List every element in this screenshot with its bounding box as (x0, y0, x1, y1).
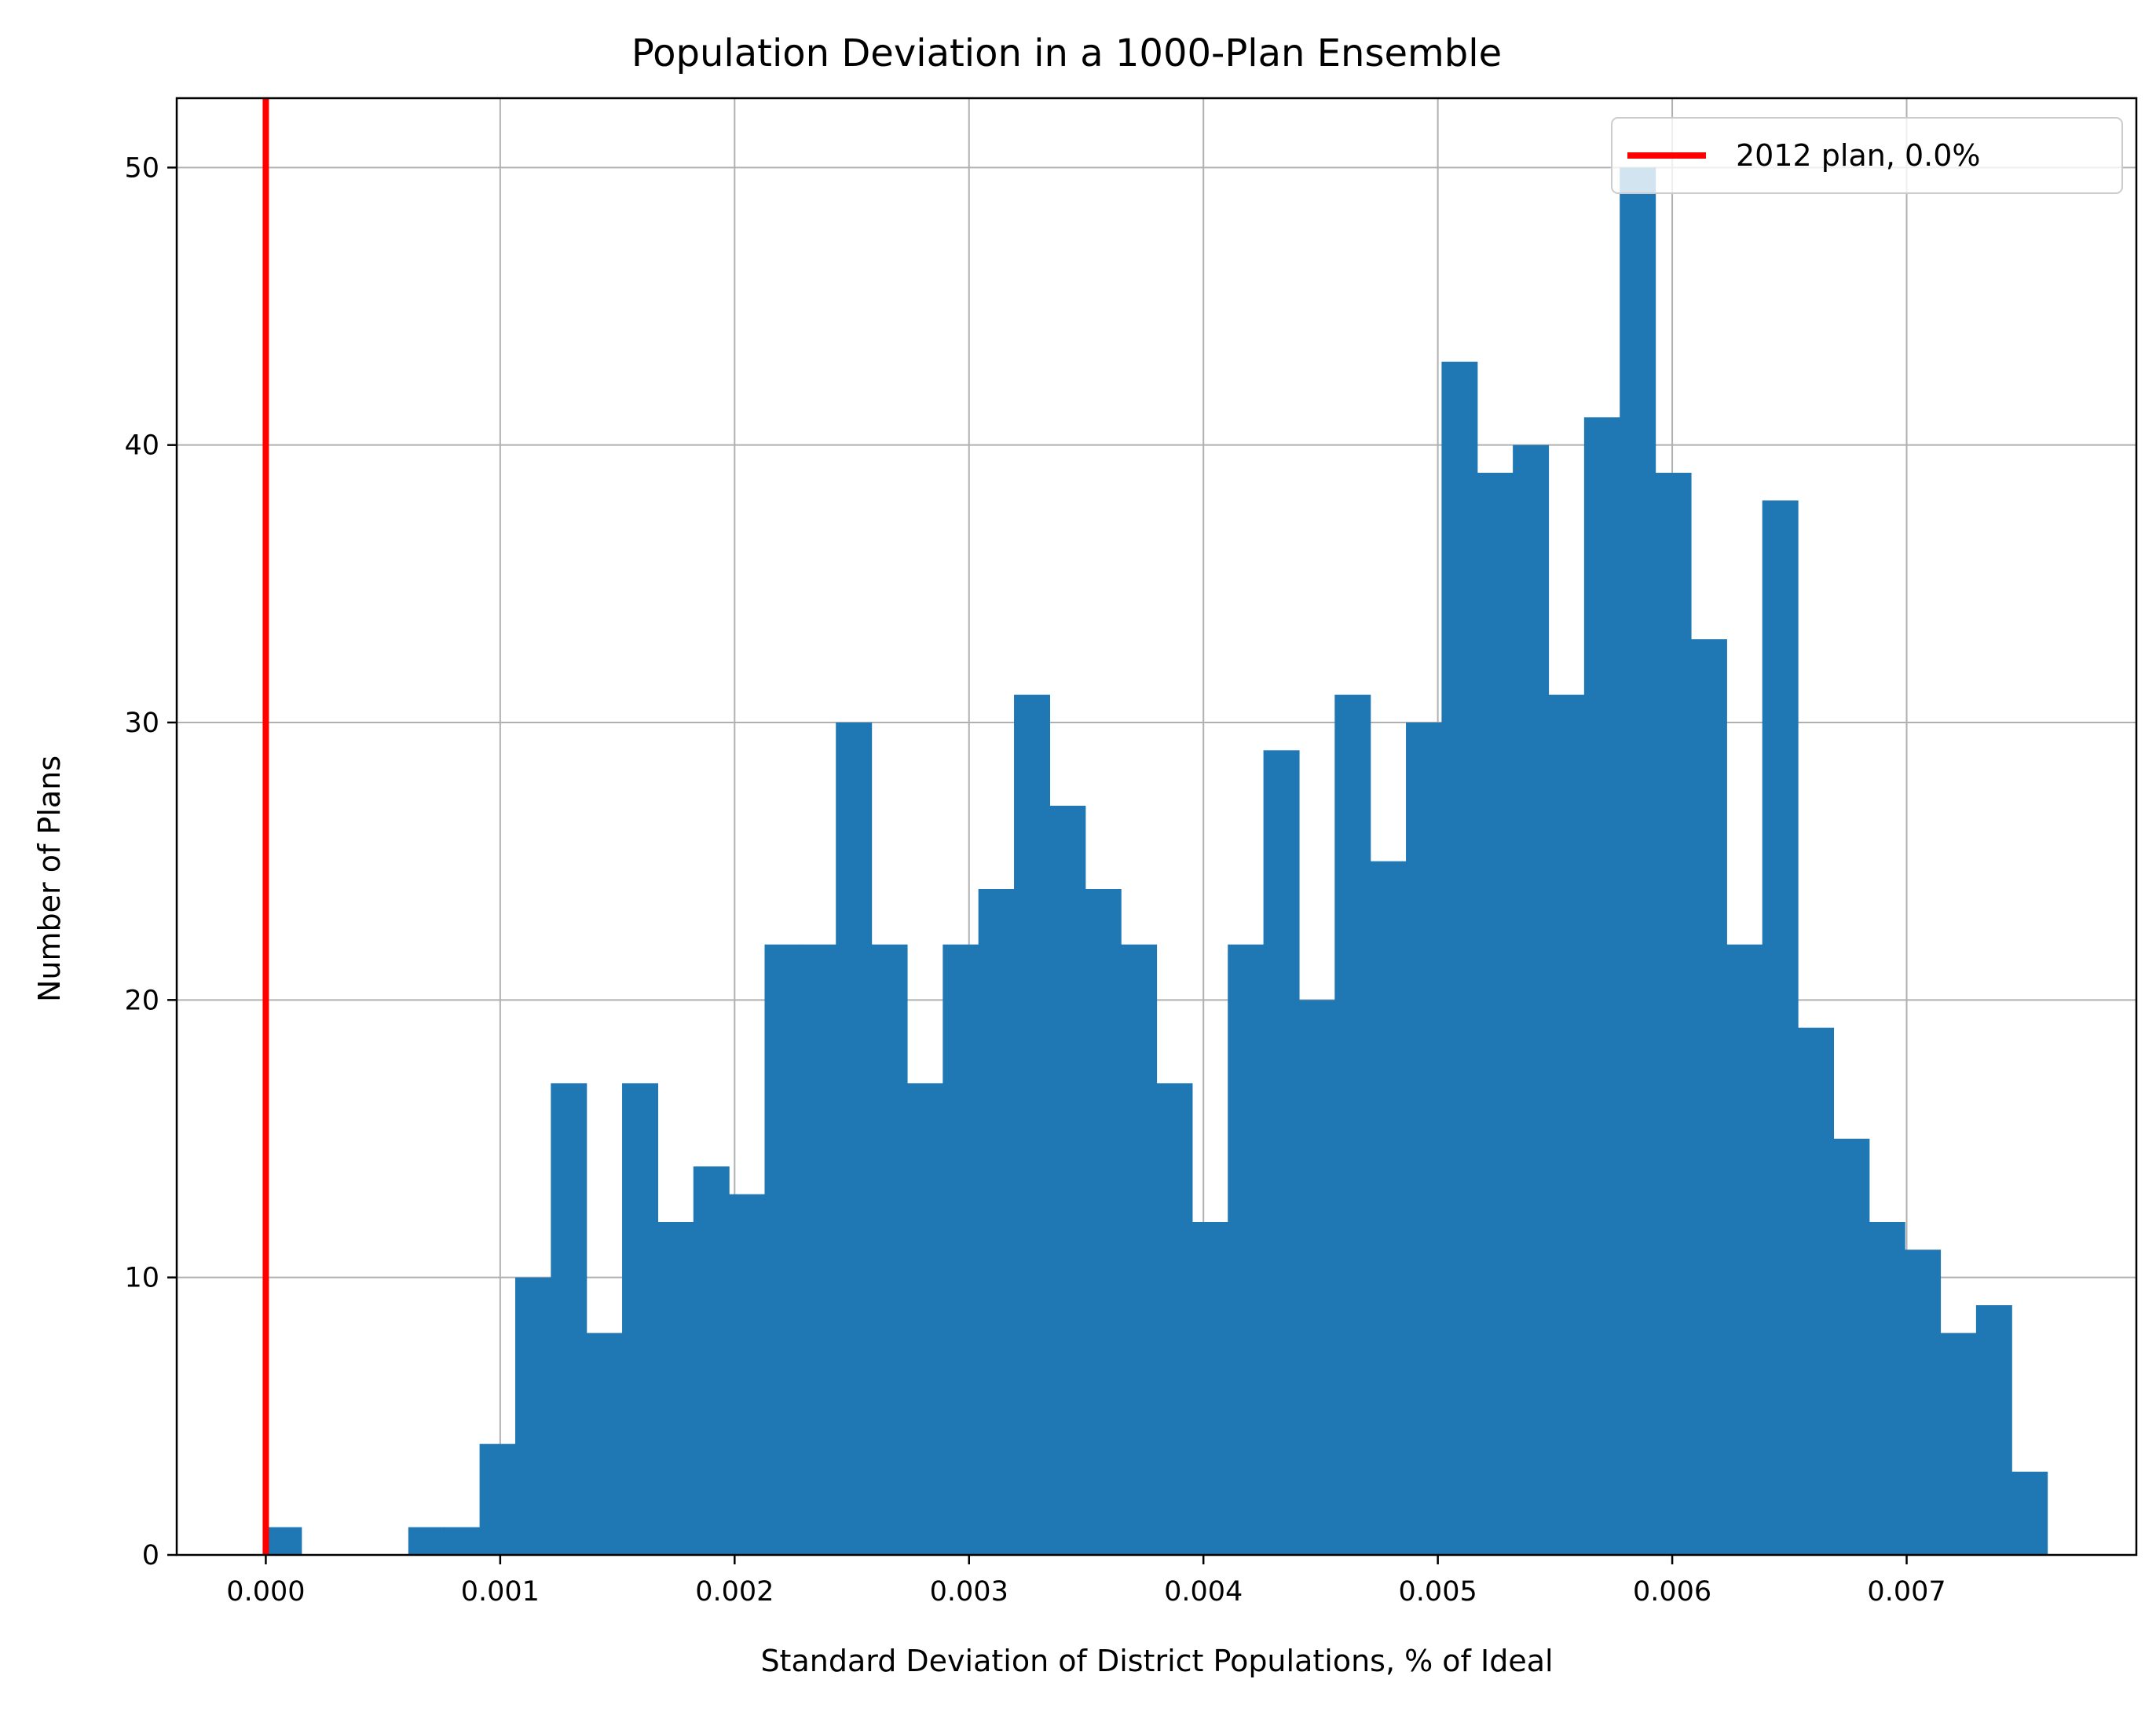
histogram-bar (1726, 944, 1763, 1555)
x-tick-label: 0.003 (930, 1576, 1008, 1608)
axis-ticks: 0.000 0.001 0.002 0.003 0.004 0.005 0.006 0.007… (124, 152, 1946, 1608)
histogram-bar (408, 1527, 445, 1555)
histogram-bar (586, 1333, 623, 1555)
y-tick-label: 0 (142, 1540, 159, 1571)
histogram-bar (514, 1277, 551, 1555)
histogram-bar (836, 722, 873, 1555)
y-tick-label: 40 (124, 430, 159, 462)
histogram-bar (978, 889, 1015, 1555)
histogram-bar (1228, 944, 1265, 1555)
chart-title: Population Deviation in a 1000-Plan Ense… (631, 31, 1502, 75)
histogram-bar (1762, 500, 1799, 1556)
histogram-bar (1975, 1305, 2012, 1555)
y-tick-label: 50 (124, 152, 159, 184)
histogram-bar (622, 1083, 659, 1555)
x-tick-label: 0.002 (695, 1576, 774, 1608)
histogram-bar (2011, 1472, 2048, 1555)
histogram-bar (1905, 1249, 1942, 1555)
histogram-bar (1156, 1083, 1193, 1555)
histogram-bar (1548, 694, 1585, 1555)
x-tick-label: 0.000 (226, 1576, 305, 1608)
y-tick-label: 30 (124, 708, 159, 739)
histogram-bar (1406, 722, 1443, 1555)
histogram-bar (1940, 1333, 1977, 1555)
histogram-bar (1014, 694, 1051, 1555)
histogram-bar (1049, 806, 1086, 1555)
histogram-bar (906, 1083, 943, 1555)
histogram-bar (551, 1083, 588, 1555)
x-axis-label: Standard Deviation of District Populatio… (760, 1644, 1553, 1678)
x-tick-label: 0.007 (1867, 1576, 1946, 1608)
x-tick-label: 0.004 (1164, 1576, 1243, 1608)
histogram-bar (1334, 694, 1371, 1555)
histogram-bar (1869, 1222, 1905, 1555)
histogram-bar (1833, 1139, 1870, 1555)
histogram-bars (265, 167, 2048, 1556)
histogram-bar (1798, 1027, 1835, 1555)
x-tick-label: 0.001 (461, 1576, 540, 1608)
histogram-bar (729, 1194, 766, 1555)
histogram-bar (800, 944, 836, 1555)
histogram-bar (1620, 167, 1656, 1555)
legend-label-2012-plan: 2012 plan, 0.0% (1736, 138, 1981, 173)
x-tick-label: 0.006 (1633, 1576, 1711, 1608)
histogram-bar (1477, 473, 1514, 1555)
histogram-bar (479, 1443, 516, 1555)
histogram-bar (871, 944, 908, 1555)
histogram-bar (1298, 1000, 1335, 1555)
histogram-bar (1655, 473, 1692, 1555)
y-tick-label: 10 (124, 1263, 159, 1294)
histogram-bar (1441, 361, 1478, 1556)
histogram-bar (1690, 639, 1727, 1555)
x-tick-label: 0.005 (1399, 1576, 1477, 1608)
plot-frame (175, 97, 2138, 1557)
histogram-bar (1263, 750, 1300, 1556)
histogram-bar (444, 1527, 481, 1555)
y-axis-label: Number of Plans (32, 755, 67, 1002)
y-tick-label: 20 (124, 985, 159, 1016)
histogram-bar (1191, 1222, 1228, 1555)
histogram-bar (764, 944, 801, 1555)
histogram-bar (1583, 417, 1620, 1556)
histogram-bar (265, 1527, 302, 1555)
histogram-bar (693, 1166, 730, 1555)
histogram-bar (1121, 944, 1158, 1555)
histogram-bar (1513, 444, 1550, 1555)
histogram-bar (1370, 861, 1407, 1555)
legend-box (1611, 117, 2123, 194)
histogram-bar (943, 944, 979, 1555)
legend: 2012 plan, 0.0% (1611, 117, 2123, 194)
histogram-bar (1085, 889, 1122, 1555)
histogram-bar (657, 1222, 694, 1555)
